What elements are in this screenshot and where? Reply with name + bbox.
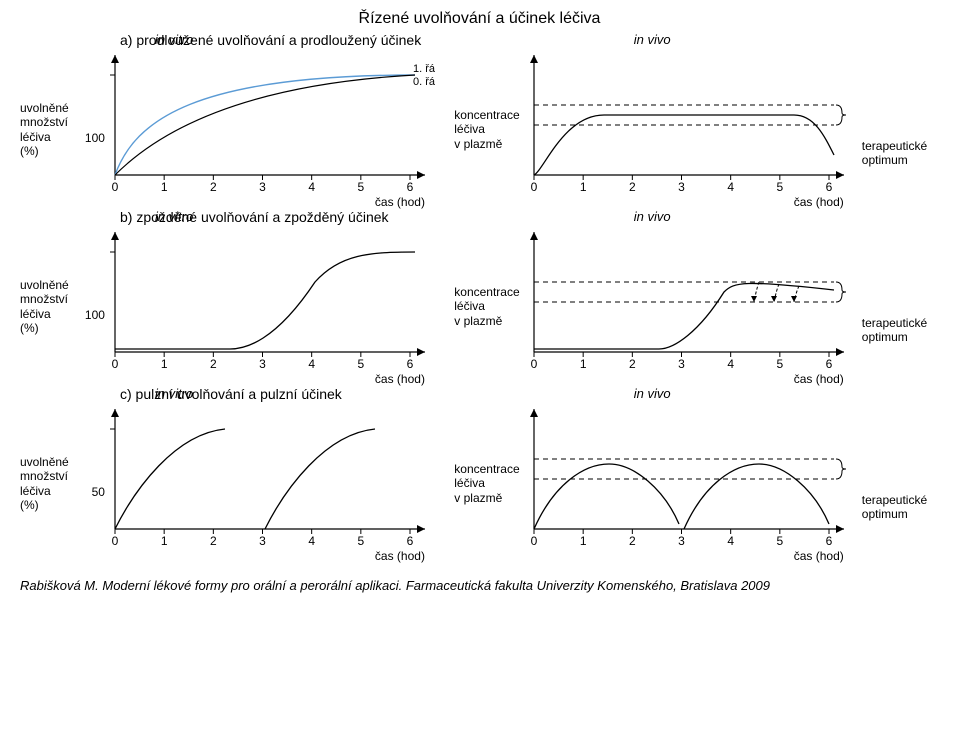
xlabel: čas (hod) — [105, 549, 435, 563]
svg-text:2: 2 — [210, 357, 217, 371]
therapeutic-optimum-label: terapeutickéoptimum — [854, 446, 939, 522]
ylabel-left: uvolněnémnožstvíléčiva(%) — [20, 278, 80, 336]
right-chart-0: 0 1 2 3 4 5 6 čas (hod) — [524, 50, 854, 209]
invitro-label: in vitro — [155, 386, 193, 401]
svg-text:4: 4 — [308, 180, 315, 194]
svg-text:3: 3 — [259, 534, 266, 548]
svg-text:1: 1 — [580, 357, 587, 371]
svg-text:0: 0 — [530, 534, 537, 548]
therapeutic-optimum-label: terapeutickéoptimum — [854, 92, 939, 168]
ytick-label: 50 — [80, 468, 105, 499]
svg-text:0: 0 — [530, 180, 537, 194]
invivo-label: in vivo — [634, 209, 671, 224]
svg-text:4: 4 — [308, 357, 315, 371]
svg-text:2: 2 — [210, 534, 217, 548]
left-chart-1: 0 1 2 3 4 5 6 čas (hod) — [105, 227, 435, 386]
svg-text:4: 4 — [727, 180, 734, 194]
svg-text:4: 4 — [727, 534, 734, 548]
svg-text:0: 0 — [112, 180, 119, 194]
svg-text:6: 6 — [825, 180, 832, 194]
invivo-label: in vivo — [634, 32, 671, 47]
invitro-label: in vitro — [155, 32, 193, 47]
right-chart-1: 0 1 2 3 4 5 6 čas (hod) — [524, 227, 854, 386]
xlabel: čas (hod) — [105, 372, 435, 386]
svg-text:1. řád: 1. řád — [413, 63, 435, 75]
svg-text:0: 0 — [112, 534, 119, 548]
svg-text:2: 2 — [629, 534, 636, 548]
svg-text:3: 3 — [678, 357, 685, 371]
svg-text:1: 1 — [580, 180, 587, 194]
svg-text:5: 5 — [776, 180, 783, 194]
row-1: b) zpožděné uvolňování a zpožděný účinek… — [20, 209, 939, 386]
svg-text:3: 3 — [678, 534, 685, 548]
svg-text:0. řád: 0. řád — [413, 76, 435, 88]
svg-text:5: 5 — [357, 534, 364, 548]
citation-footer: Rabišková M. Moderní lékové formy pro or… — [20, 578, 939, 593]
svg-text:5: 5 — [357, 357, 364, 371]
svg-text:4: 4 — [727, 357, 734, 371]
svg-text:2: 2 — [629, 357, 636, 371]
left-chart-0: 0 1 2 3 4 5 6 1. řád0. řád čas (hod) — [105, 50, 435, 209]
row-subtitle: c) pulzní uvolňování a pulzní účinek — [120, 386, 939, 402]
ylabel-right: koncentraceléčivav plazmě — [454, 108, 524, 151]
svg-text:0: 0 — [530, 357, 537, 371]
ylabel-left: uvolněnémnožstvíléčiva(%) — [20, 101, 80, 159]
invitro-label: in vitro — [155, 209, 193, 224]
invivo-label: in vivo — [634, 386, 671, 401]
main-title: Řízené uvolňování a účinek léčiva — [20, 10, 939, 28]
xlabel: čas (hod) — [524, 372, 854, 386]
svg-text:4: 4 — [308, 534, 315, 548]
svg-text:1: 1 — [161, 357, 168, 371]
row-subtitle: b) zpožděné uvolňování a zpožděný účinek — [120, 209, 939, 225]
ytick-label: 100 — [80, 114, 105, 145]
svg-text:6: 6 — [825, 534, 832, 548]
svg-text:1: 1 — [161, 180, 168, 194]
svg-text:3: 3 — [678, 180, 685, 194]
ylabel-left: uvolněnémnožstvíléčiva(%) — [20, 455, 80, 513]
svg-text:0: 0 — [112, 357, 119, 371]
therapeutic-optimum-label: terapeutickéoptimum — [854, 269, 939, 345]
svg-text:1: 1 — [580, 534, 587, 548]
svg-text:6: 6 — [825, 357, 832, 371]
svg-text:2: 2 — [629, 180, 636, 194]
right-chart-2: 0 1 2 3 4 5 6 čas (hod) — [524, 404, 854, 563]
row-subtitle: a) prodloužené uvolňování a prodloužený … — [120, 32, 939, 48]
svg-text:6: 6 — [407, 180, 414, 194]
xlabel: čas (hod) — [524, 549, 854, 563]
row-0: a) prodloužené uvolňování a prodloužený … — [20, 32, 939, 209]
svg-text:1: 1 — [161, 534, 168, 548]
svg-text:2: 2 — [210, 180, 217, 194]
xlabel: čas (hod) — [105, 195, 435, 209]
ylabel-right: koncentraceléčivav plazmě — [454, 462, 524, 505]
svg-text:6: 6 — [407, 534, 414, 548]
svg-text:3: 3 — [259, 357, 266, 371]
left-chart-2: 0 1 2 3 4 5 6 čas (hod) — [105, 404, 435, 563]
row-2: c) pulzní uvolňování a pulzní účinek uvo… — [20, 386, 939, 563]
svg-text:5: 5 — [776, 534, 783, 548]
ytick-label: 100 — [80, 291, 105, 322]
svg-text:5: 5 — [357, 180, 364, 194]
svg-text:5: 5 — [776, 357, 783, 371]
ylabel-right: koncentraceléčivav plazmě — [454, 285, 524, 328]
svg-text:6: 6 — [407, 357, 414, 371]
xlabel: čas (hod) — [524, 195, 854, 209]
svg-text:3: 3 — [259, 180, 266, 194]
